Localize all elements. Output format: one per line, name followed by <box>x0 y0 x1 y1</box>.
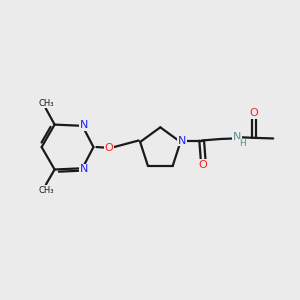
Text: CH₃: CH₃ <box>38 186 53 195</box>
Text: O: O <box>199 160 208 170</box>
Text: H: H <box>239 139 246 148</box>
Text: N: N <box>178 136 186 146</box>
Text: O: O <box>104 142 113 153</box>
Text: CH₃: CH₃ <box>38 99 53 108</box>
Text: O: O <box>250 108 259 118</box>
Text: N: N <box>80 120 88 130</box>
Text: N: N <box>80 164 88 175</box>
Text: N: N <box>233 132 241 142</box>
